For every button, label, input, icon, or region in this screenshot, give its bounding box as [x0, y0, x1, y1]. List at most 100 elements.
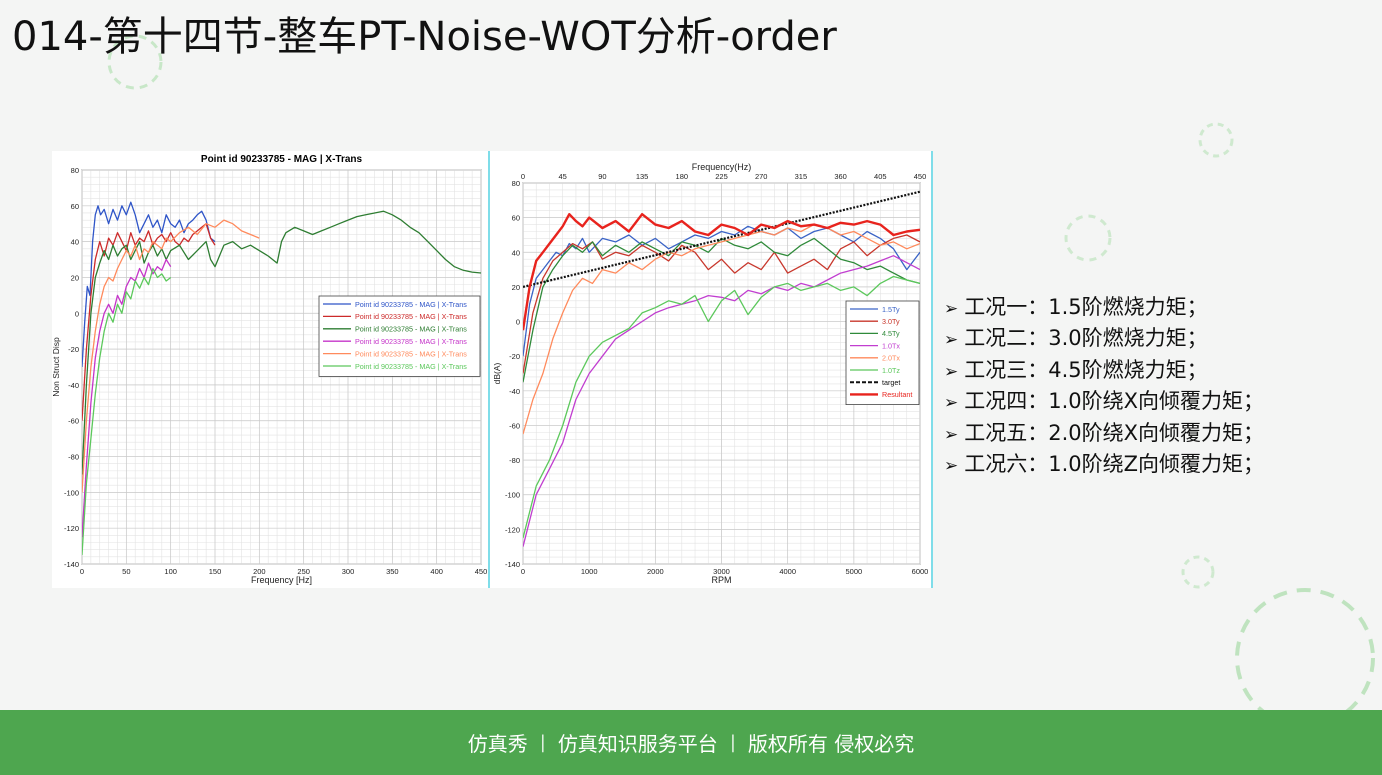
footer-bar: 仿真秀 | 仿真知识服务平台 | 版权所有 侵权必究 — [0, 710, 1382, 775]
series-group — [82, 201, 481, 556]
y-axis-label: dB(A) — [492, 362, 502, 384]
arrow-bullet-icon: ➢ — [944, 455, 959, 476]
arrow-bullet-icon: ➢ — [944, 330, 959, 351]
legend-box — [845, 300, 920, 405]
x-axis-label: RPM — [712, 575, 732, 585]
footer-rights: 版权所有 侵权必究 — [747, 732, 915, 756]
legend-label: 2.0Tx — [882, 354, 900, 363]
y-tick-label: 40 — [71, 238, 79, 247]
x-tick-label: 1000 — [581, 567, 598, 576]
arrow-bullet-icon: ➢ — [944, 393, 959, 414]
y-tick-label: 40 — [512, 248, 520, 257]
y-tick-label: -120 — [505, 525, 520, 534]
y-tick-label: -60 — [68, 417, 79, 426]
legend-label: 1.0Tx — [882, 341, 900, 350]
legend-label: Point id 90233785 - MAG | X-Trans — [355, 300, 467, 309]
series-line — [523, 255, 920, 547]
y-tick-label: -20 — [68, 345, 79, 354]
legend-label: Point id 90233785 - MAG | X-Trans — [355, 312, 467, 321]
y-tick-label: 60 — [71, 202, 79, 211]
x-tick-label: 250 — [297, 567, 310, 576]
series-line — [523, 213, 920, 331]
x2-tick-label: 315 — [795, 172, 808, 181]
x-tick-label: 6000 — [912, 567, 929, 576]
series-line — [82, 223, 216, 421]
legend-label: 4.5Ty — [882, 329, 900, 338]
x-tick-label: 450 — [475, 567, 488, 576]
series-line — [523, 223, 920, 435]
y-tick-label: -100 — [505, 491, 520, 500]
legend: 1.5Ty 3.0Ty 4.5Ty 1.0Tx 2.0Tx 1.0Tz target Resu… — [845, 300, 920, 405]
series-group — [523, 190, 920, 547]
condition-text: 工况二：3.0阶燃烧力矩； — [964, 326, 1208, 351]
series-line — [82, 201, 216, 368]
x2-tick-label: 270 — [755, 172, 768, 181]
y-axis-label: Non Struct Disp — [52, 337, 61, 397]
condition-text: 工况三：4.5阶燃烧力矩； — [964, 357, 1208, 382]
y-tick-label: -140 — [505, 560, 520, 569]
x-tick-label: 50 — [122, 567, 130, 576]
x2-tick-label: 45 — [559, 172, 567, 181]
y-tick-label: -40 — [509, 387, 520, 396]
x-axis-label: Frequency [Hz] — [251, 575, 312, 585]
x-tick-label: 350 — [386, 567, 399, 576]
y-tick-label: 20 — [71, 273, 79, 282]
legend-label: 3.0Ty — [882, 317, 900, 326]
legend-label: 1.5Ty — [882, 305, 900, 314]
condition-text: 工况四：1.0阶绕X向倾覆力矩； — [964, 389, 1265, 414]
condition-text: 工况六：1.0阶绕Z向倾覆力矩； — [964, 451, 1265, 476]
series-line — [82, 219, 260, 493]
x-tick-label: 5000 — [845, 567, 862, 576]
arrow-bullet-icon: ➢ — [944, 361, 959, 382]
condition-text: 工况一：1.5阶燃烧力矩； — [964, 295, 1208, 319]
page-title: 014-第十四节-整车PT-Noise-WOT分析-order — [12, 14, 837, 60]
x-tick-label: 2000 — [647, 567, 664, 576]
condition-item: ➢ 工况六：1.0阶绕Z向倾覆力矩； — [944, 449, 1264, 480]
legend-box — [318, 295, 481, 377]
series-line — [82, 267, 172, 556]
condition-item: ➢ 工况一：1.5阶燃烧力矩； — [944, 292, 1264, 323]
legend-label: target — [882, 378, 900, 387]
chart-divider — [488, 151, 490, 588]
condition-item: ➢ 工况五：2.0阶绕X向倾覆力矩； — [944, 418, 1264, 449]
x-tick-label: 200 — [253, 567, 266, 576]
series-line — [523, 234, 920, 374]
y-tick-label: 60 — [512, 214, 520, 223]
x2-tick-label: 135 — [636, 172, 649, 181]
y-tick-label: 80 — [512, 179, 520, 188]
x-tick-label: 400 — [430, 567, 443, 576]
legend-label: Resultant — [882, 390, 912, 399]
series-line — [523, 190, 920, 288]
y-tick-label: 0 — [516, 318, 520, 327]
series-line — [523, 225, 920, 357]
condition-item: ➢ 工况三：4.5阶燃烧力矩； — [944, 355, 1264, 386]
x-tick-label: 0 — [80, 567, 84, 576]
x2-tick-label: 180 — [676, 172, 689, 181]
chart-title: Point id 90233785 - MAG | X-Trans — [201, 154, 363, 165]
condition-list: ➢ 工况一：1.5阶燃烧力矩； ➢ 工况二：3.0阶燃烧力矩； ➢ 工况三：4.5阶燃… — [944, 292, 1264, 480]
chart-right-edge — [931, 151, 933, 588]
chart-right: -140 -120 -100 -80 -60 -40 -20 0 20 40 60 80 0 1000 20… — [490, 151, 931, 588]
y-tick-label: 20 — [512, 283, 520, 292]
legend-label: Point id 90233785 - MAG | X-Trans — [355, 362, 467, 371]
y-tick-label: -40 — [68, 381, 79, 390]
y-tick-label: 80 — [71, 166, 79, 175]
condition-text: 工况五：2.0阶绕X向倾覆力矩； — [964, 420, 1265, 445]
footer-separator: | — [539, 732, 546, 753]
legend-label: 1.0Tz — [882, 366, 900, 375]
condition-item: ➢ 工况四：1.0阶绕X向倾覆力矩； — [944, 386, 1264, 417]
y-tick-label: -80 — [68, 453, 79, 462]
footer-separator: | — [729, 732, 736, 753]
chart-left-svg: -140 -120 -100 -80 -60 -40 -20 0 20 40 60 80 0 50 100 1… — [52, 154, 488, 585]
x-tick-label: 3000 — [713, 567, 730, 576]
x2-tick-label: 360 — [834, 172, 847, 181]
series-line — [523, 237, 920, 383]
grid — [522, 182, 921, 565]
x-tick-label: 0 — [521, 567, 525, 576]
arrow-bullet-icon: ➢ — [944, 299, 959, 319]
legend-label: Point id 90233785 - MAG | X-Trans — [355, 349, 467, 358]
x2-tick-label: 450 — [914, 172, 927, 181]
y-tick-label: -20 — [509, 352, 520, 361]
arrow-bullet-icon: ➢ — [944, 424, 959, 445]
y-tick-label: -120 — [64, 524, 79, 533]
